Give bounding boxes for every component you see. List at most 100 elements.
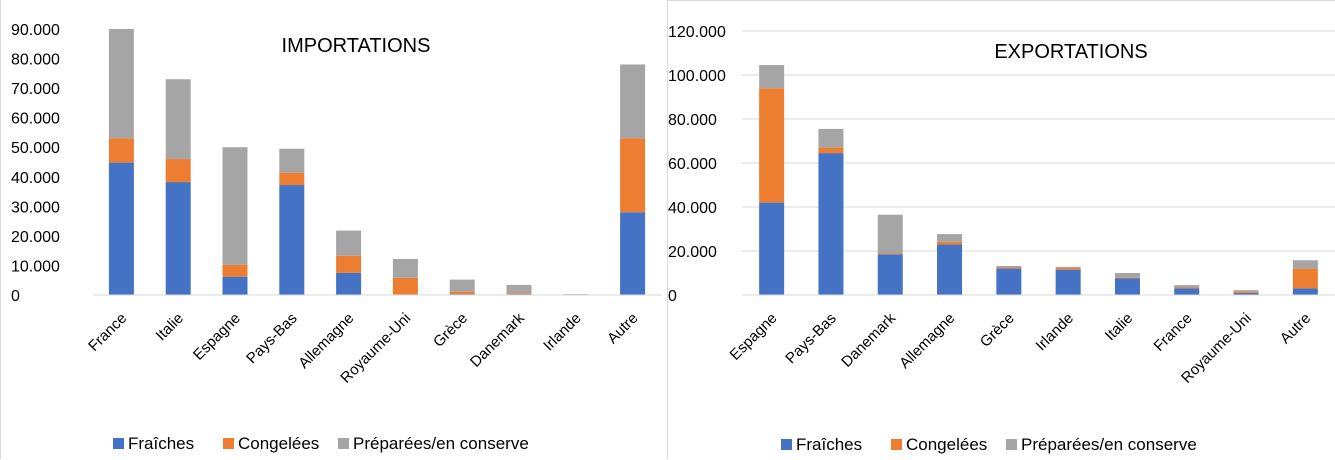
imports-y-tick-label: 10.000 [11, 258, 60, 275]
exports-bar-danemark-preparees [877, 214, 903, 254]
imports-legend-swatch [223, 438, 234, 449]
exports-chart-title: EXPORTATIONS [994, 41, 1147, 63]
exports-y-tick-label: 60.000 [668, 156, 717, 173]
exports-bar-autre-congelees [1292, 268, 1318, 289]
exports-bar-royaume-uni-fraiches [1233, 292, 1259, 295]
imports-y-tick-label: 50.000 [11, 140, 60, 157]
exports-category-label: Italie [1102, 310, 1136, 344]
imports-chart: IMPORTATIONS 0 10.000 20.000 30.000 40.000 50… [11, 22, 661, 453]
imports-bar-france-congelees [108, 138, 134, 163]
exports-bar-royaume-uni-congelees [1233, 291, 1259, 293]
exports-y-tick-label: 120.000 [668, 24, 726, 41]
exports-chart: EXPORTATIONS 0 20.000 40.000 60.000 80.000 10… [668, 24, 1335, 454]
imports-category-label: Pays-Bas [243, 310, 300, 367]
exports-y-tick-label: 100.000 [668, 68, 726, 85]
imports-y-tick-label: 40.000 [11, 170, 60, 187]
imports-chart-title: IMPORTATIONS [282, 35, 431, 57]
imports-bar-grèce-congelees [449, 291, 475, 295]
exports-bar-france-congelees [1174, 287, 1200, 289]
exports-y-tick-label: 0 [668, 288, 677, 305]
exports-category-label: Autre [1277, 310, 1314, 347]
imports-bar-royaume-uni-congelees [392, 277, 418, 295]
imports-category-label: France [85, 310, 130, 355]
exports-bar-grèce-preparees [996, 265, 1022, 268]
imports-bar-pays-bas-preparees [279, 148, 305, 173]
exports-bar-autre-preparees [1292, 260, 1318, 269]
imports-legend-label: Fraîches [128, 434, 194, 453]
imports-category-label: Danemark [467, 309, 528, 370]
exports-bar-pays-bas-congelees [818, 147, 844, 154]
exports-bar-italie-preparees [1114, 273, 1140, 278]
imports-legend-swatch [338, 438, 349, 449]
exports-bar-irlande-congelees [1055, 267, 1081, 270]
exports-bar-irlande-preparees [1055, 266, 1081, 268]
imports-bar-italie-preparees [165, 79, 191, 160]
exports-legend-swatch [891, 439, 902, 450]
exports-category-label: Danemark [838, 309, 899, 370]
imports-bar-pays-bas-congelees [279, 172, 305, 186]
imports-bar-danemark-congelees [506, 293, 532, 295]
exports-category-label: France [1151, 310, 1196, 355]
exports-category-label: Espagne [727, 310, 781, 364]
exports-bar-danemark-congelees [877, 253, 903, 255]
exports-y-tick-label: 20.000 [668, 244, 717, 261]
exports-legend-label: Fraîches [796, 435, 862, 454]
imports-category-label: Grèce [430, 310, 471, 351]
imports-bar-espagne-preparees [222, 147, 248, 265]
exports-bar-pays-bas-preparees [818, 128, 844, 148]
exports-bar-allemagne-preparees [937, 234, 963, 242]
imports-y-tick-label: 0 [11, 288, 20, 305]
imports-y-tick-label: 60.000 [11, 111, 60, 128]
imports-category-label: Autre [604, 310, 641, 347]
imports-y-tick-label: 90.000 [11, 22, 60, 39]
exports-legend-swatch [1006, 439, 1017, 450]
exports-bar-autre-fraiches [1292, 288, 1318, 295]
exports-bar-espagne-preparees [759, 65, 785, 89]
exports-y-tick-label: 80.000 [668, 112, 717, 129]
exports-chart-panel: EXPORTATIONS 0 20.000 40.000 60.000 80.000 10… [668, 0, 1335, 459]
exports-y-tick-label: 40.000 [668, 200, 717, 217]
imports-legend-swatch [113, 438, 124, 449]
exports-bar-allemagne-fraiches [937, 244, 963, 295]
imports-category-label: Irlande [540, 310, 584, 354]
exports-bar-espagne-congelees [759, 88, 785, 203]
exports-category-label: Allemagne [896, 310, 958, 372]
exports-category-label: Irlande [1033, 310, 1077, 354]
imports-bar-espagne-congelees [222, 264, 248, 277]
imports-bar-france-fraiches [108, 162, 134, 295]
imports-bar-danemark-preparees [506, 284, 532, 294]
imports-legend-label: Congelées [238, 434, 319, 453]
imports-y-tick-label: 70.000 [11, 81, 60, 98]
imports-bar-autre-congelees [620, 138, 646, 213]
exports-bar-irlande-fraiches [1055, 269, 1081, 295]
exports-category-label: Pays-Bas [782, 310, 839, 367]
imports-chart-panel: IMPORTATIONS 0 10.000 20.000 30.000 40.000 50… [0, 0, 668, 459]
exports-bar-pays-bas-fraiches [818, 153, 844, 295]
imports-bar-italie-congelees [165, 159, 191, 183]
exports-bar-royaume-uni-preparees [1233, 290, 1259, 292]
exports-legend-swatch [781, 439, 792, 450]
imports-category-label: Espagne [190, 310, 244, 364]
imports-legend: Fraîches Congelées Préparées/en conserve [113, 434, 529, 453]
imports-bar-royaume-uni-preparees [392, 258, 418, 278]
imports-bar-allemagne-fraiches [336, 272, 362, 295]
exports-bar-italie-congelees [1114, 277, 1140, 279]
imports-bar-autre-fraiches [620, 212, 646, 295]
imports-bar-autre-preparees [620, 64, 646, 139]
exports-bar-grèce-fraiches [996, 268, 1022, 295]
exports-legend-label: Congelées [906, 435, 987, 454]
exports-legend: Fraîches Congelées Préparées/en conserve [781, 435, 1197, 454]
exports-bar-grèce-congelees [996, 267, 1022, 269]
exports-bar-danemark-fraiches [877, 254, 903, 295]
exports-category-label: Grèce [977, 310, 1018, 351]
imports-bar-pays-bas-fraiches [279, 185, 305, 295]
imports-bar-france-preparees [108, 29, 134, 139]
exports-legend-label: Préparées/en conserve [1021, 435, 1197, 454]
imports-y-tick-label: 20.000 [11, 229, 60, 246]
imports-bar-allemagne-preparees [336, 230, 362, 256]
imports-bar-allemagne-congelees [336, 255, 362, 273]
imports-bar-italie-fraiches [165, 182, 191, 295]
imports-legend-label: Préparées/en conserve [353, 434, 529, 453]
exports-bar-france-fraiches [1174, 288, 1200, 295]
exports-bar-italie-fraiches [1114, 278, 1140, 295]
